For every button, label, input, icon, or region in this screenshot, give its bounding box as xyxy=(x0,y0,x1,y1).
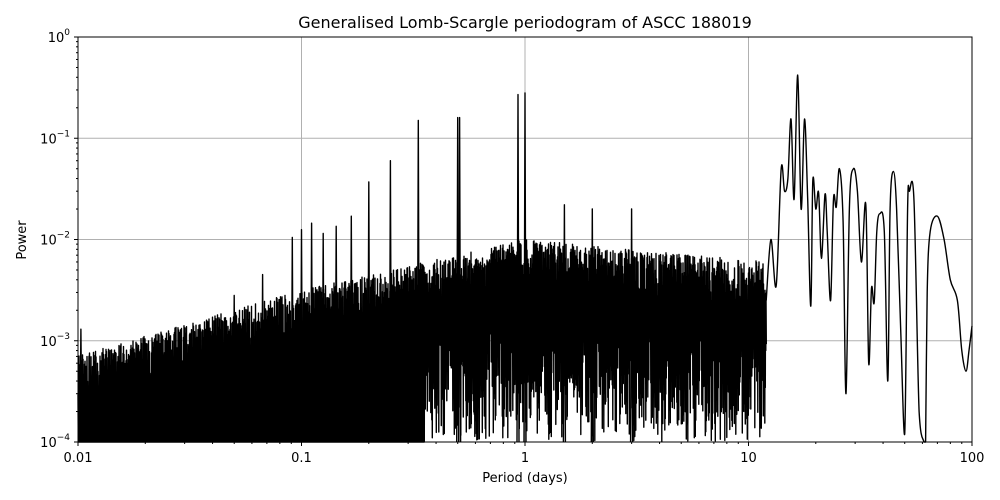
chart-title: Generalised Lomb-Scargle periodogram of … xyxy=(298,13,752,32)
y-tick-label: 10−3 xyxy=(40,332,70,350)
peak xyxy=(367,181,371,443)
y-tick-label: 10−2 xyxy=(40,231,70,249)
y-tick-label: 10−1 xyxy=(40,129,70,147)
peak xyxy=(321,232,325,443)
y-tick-label: 10−4 xyxy=(40,433,70,451)
peak xyxy=(299,229,304,443)
peak xyxy=(516,93,520,443)
x-axis-ticks: 0.01 0.1 1 10 100 xyxy=(64,442,985,466)
power-series xyxy=(77,74,973,443)
x-tick-label: 1 xyxy=(521,451,529,466)
x-tick-label: 100 xyxy=(960,451,985,466)
peak xyxy=(457,116,462,443)
peak xyxy=(523,92,527,443)
y-tick-label: 100 xyxy=(48,28,71,46)
peak xyxy=(260,273,265,443)
peak xyxy=(388,160,393,443)
peak xyxy=(290,236,294,443)
x-tick-label: 0.01 xyxy=(64,451,93,466)
y-axis-ticks: 100 10−1 10−2 10−3 10−4 xyxy=(40,28,78,451)
x-tick-label: 0.1 xyxy=(291,451,312,466)
peak xyxy=(562,204,567,443)
peak xyxy=(416,119,420,443)
peak xyxy=(349,215,353,443)
y-axis-label: Power xyxy=(15,220,30,260)
peak xyxy=(79,328,83,443)
peak xyxy=(629,208,634,443)
peak xyxy=(590,208,594,443)
x-axis-label: Period (days) xyxy=(482,471,568,486)
peak xyxy=(232,294,236,443)
peak xyxy=(309,222,314,443)
peak xyxy=(334,225,338,443)
x-tick-label: 10 xyxy=(740,451,757,466)
